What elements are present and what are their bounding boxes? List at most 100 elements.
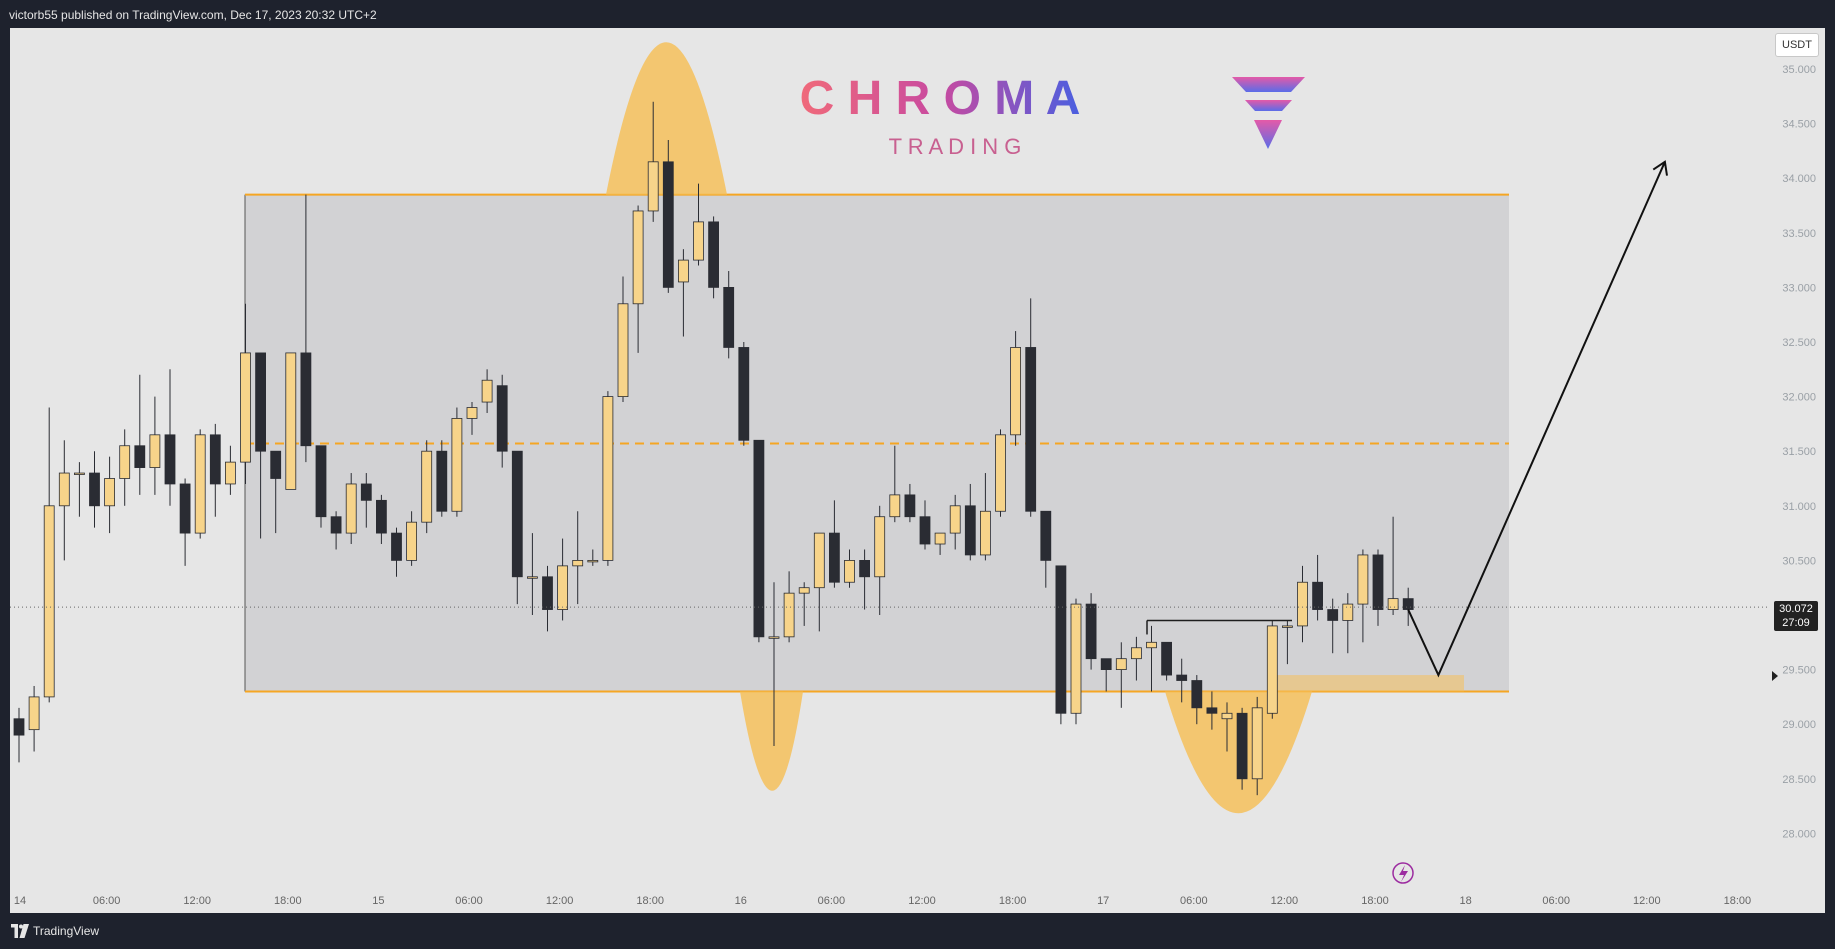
candle	[995, 429, 1006, 517]
bear-candle	[209, 434, 221, 485]
bear-candle	[1085, 603, 1097, 660]
price-tick: 29.000	[1782, 719, 1816, 731]
bull-candle	[647, 161, 659, 212]
bull-candle	[285, 352, 297, 490]
candle	[119, 429, 131, 506]
bear-candle	[1176, 674, 1188, 681]
candle	[1131, 636, 1142, 681]
demand-zone	[1272, 675, 1464, 692]
publish-header: victorb55 published on TradingView.com, …	[0, 0, 1835, 28]
time-tick: 12:00	[1633, 895, 1661, 907]
candle	[1010, 331, 1021, 446]
candlestick-chart[interactable]: 35.000 34.500 34.000 33.500 33.000 32.500 32.0…	[0, 0, 1835, 913]
currency-badge[interactable]: USDT	[1775, 33, 1819, 57]
bull-candle	[28, 696, 40, 731]
candle	[43, 407, 55, 703]
candles-layer	[13, 101, 1414, 796]
bear-candle	[375, 499, 387, 534]
bull-candle	[693, 221, 704, 261]
bull-candle	[1115, 658, 1127, 670]
candle	[919, 500, 931, 550]
candle	[451, 407, 463, 517]
scroll-marker-icon[interactable]	[1772, 671, 1778, 681]
price-tick: 28.000	[1782, 828, 1816, 840]
candle	[375, 494, 387, 545]
candle	[134, 374, 146, 495]
candle	[723, 271, 735, 359]
brand-subtitle: T R A D I N G	[889, 134, 1022, 159]
time-tick: 12:00	[908, 895, 936, 907]
bear-candle	[738, 347, 750, 441]
bull-candle	[798, 587, 810, 594]
candle	[481, 369, 493, 413]
candle	[1357, 549, 1369, 643]
price-axis: 35.000 34.500 34.000 33.500 33.000 32.500 32.0…	[1782, 64, 1816, 840]
price-tick: 32.500	[1782, 337, 1816, 349]
candle	[949, 494, 961, 550]
candle	[194, 429, 206, 539]
bull-candle	[617, 303, 629, 397]
bull-candle	[844, 560, 855, 583]
candle	[104, 456, 115, 534]
publish-info: victorb55 published on TradingView.com, …	[9, 8, 377, 22]
candle	[1070, 598, 1082, 725]
candle	[662, 139, 674, 293]
price-tick: 31.500	[1782, 446, 1816, 458]
bull-candle	[1070, 603, 1082, 714]
candle	[315, 445, 327, 528]
time-tick: 14	[14, 895, 26, 907]
price-tick: 29.500	[1782, 665, 1816, 677]
bear-candle	[330, 516, 342, 534]
candle	[1387, 516, 1399, 615]
time-tick: 12:00	[1271, 895, 1299, 907]
bull-candle	[813, 532, 825, 589]
bull-candle	[768, 636, 780, 639]
bear-candle	[1040, 510, 1052, 561]
bear-candle	[859, 560, 870, 578]
candle	[1115, 642, 1127, 708]
candle	[753, 439, 765, 643]
bull-candle	[58, 472, 70, 507]
price-tick: 33.500	[1782, 228, 1816, 240]
price-tick: 35.000	[1782, 64, 1816, 76]
bull-candle	[949, 505, 961, 534]
candle	[58, 440, 70, 561]
replay-icon[interactable]	[1392, 862, 1414, 884]
candle	[980, 473, 991, 561]
candle	[406, 511, 418, 566]
candle	[209, 423, 221, 517]
brand-logo-icon	[1232, 77, 1305, 149]
bear-candle	[1327, 609, 1339, 621]
price-tick: 28.500	[1782, 774, 1816, 786]
candle	[693, 183, 704, 266]
sweep-low-highlight-1	[740, 691, 803, 791]
time-tick: 16	[735, 895, 747, 907]
bull-candle	[421, 450, 433, 523]
bull-candle	[1146, 641, 1157, 649]
bull-candle	[678, 259, 689, 283]
candle	[768, 582, 780, 747]
bull-candle	[481, 379, 493, 403]
bear-candle	[1236, 712, 1248, 780]
candle	[647, 101, 659, 222]
candle	[783, 571, 795, 643]
candle	[1206, 691, 1218, 730]
bear-candle	[753, 439, 765, 638]
candle	[572, 511, 584, 605]
candle	[1085, 593, 1097, 670]
bear-candle	[723, 286, 735, 348]
bear-candle	[1100, 658, 1112, 670]
candle	[391, 527, 402, 577]
candle	[602, 391, 614, 566]
bear-candle	[300, 352, 312, 447]
candle	[829, 500, 840, 588]
candle	[511, 450, 523, 605]
candle	[1312, 554, 1323, 621]
bull-candle	[74, 472, 85, 475]
bear-candle	[270, 450, 282, 479]
candle	[421, 440, 433, 534]
bear-candle	[1402, 598, 1414, 610]
time-tick: 06:00	[1180, 895, 1208, 907]
range-box-layer	[244, 193, 1509, 693]
bull-candle	[995, 434, 1006, 512]
